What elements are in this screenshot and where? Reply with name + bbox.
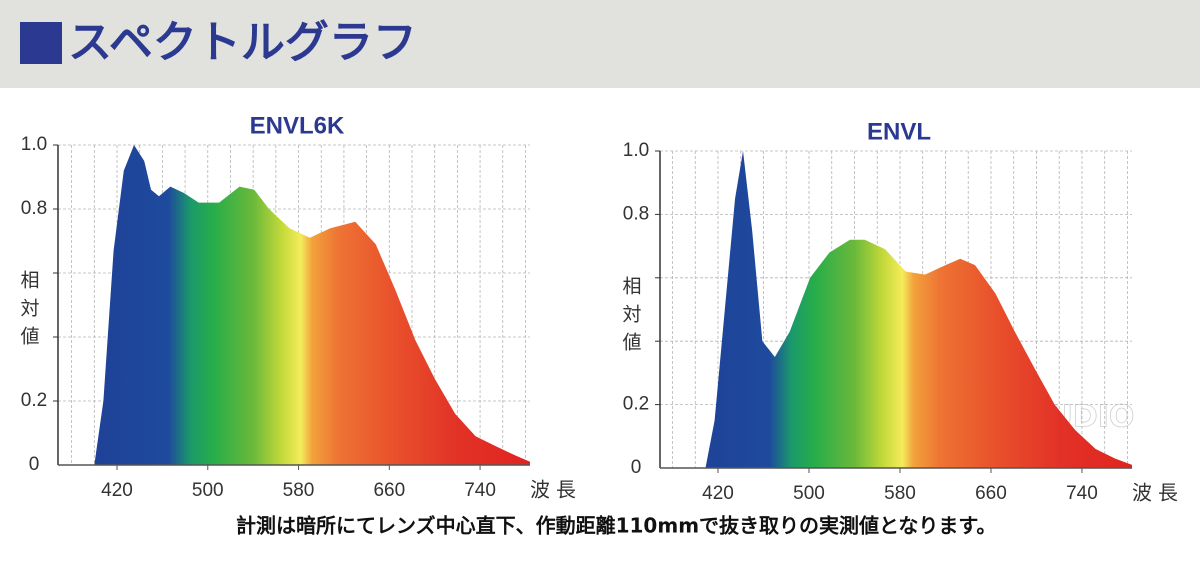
x-axis-label: 波長 (530, 478, 582, 502)
y-tick-label: 1.0 (21, 134, 47, 155)
spectrum-area (94, 145, 531, 465)
header-band (0, 0, 1200, 88)
x-axis-label: 波長 (1132, 481, 1184, 505)
x-tick-label: 500 (793, 483, 825, 504)
x-tick-label: 660 (975, 483, 1007, 504)
y-tick-label: 0.8 (21, 198, 47, 219)
y-tick-label: 1.0 (623, 140, 649, 161)
y-tick-label: 0 (29, 454, 40, 475)
y-tick-label: 0.8 (623, 203, 649, 224)
header-title: スペクトルグラフ (68, 17, 417, 68)
y-tick-label: 0 (631, 457, 642, 478)
x-tick-label: 580 (884, 483, 916, 504)
chart-title: ENVL (867, 118, 931, 145)
y-tick-label: 0.2 (21, 390, 47, 411)
y-tick-label: 0.2 (623, 394, 649, 415)
chart-title: ENVL6K (250, 112, 345, 139)
x-tick-label: 420 (702, 483, 734, 504)
chart: ENVL6K 0 0.2 0.8 1.0 420 500 580 660 740 波長 相対値 (18, 112, 582, 502)
x-tick-label: 580 (283, 480, 315, 501)
footnote: 計測は暗所にてレンズ中心直下、作動距離110mmで抜き取りの実測値となります。 (236, 514, 996, 538)
y-axis-label: 相対値 (18, 270, 40, 354)
y-axis-label: 相対値 (620, 276, 642, 360)
x-tick-label: 420 (101, 480, 133, 501)
spectrum-area (705, 151, 1132, 468)
x-tick-label: 740 (1066, 483, 1098, 504)
x-tick-label: 660 (373, 480, 405, 501)
header-icon (20, 22, 62, 64)
x-tick-label: 740 (464, 480, 496, 501)
x-tick-label: 500 (192, 480, 224, 501)
chart: ENVL 0 0.2 0.8 1.0 420 500 580 660 740 波長 相対値 (620, 118, 1184, 505)
